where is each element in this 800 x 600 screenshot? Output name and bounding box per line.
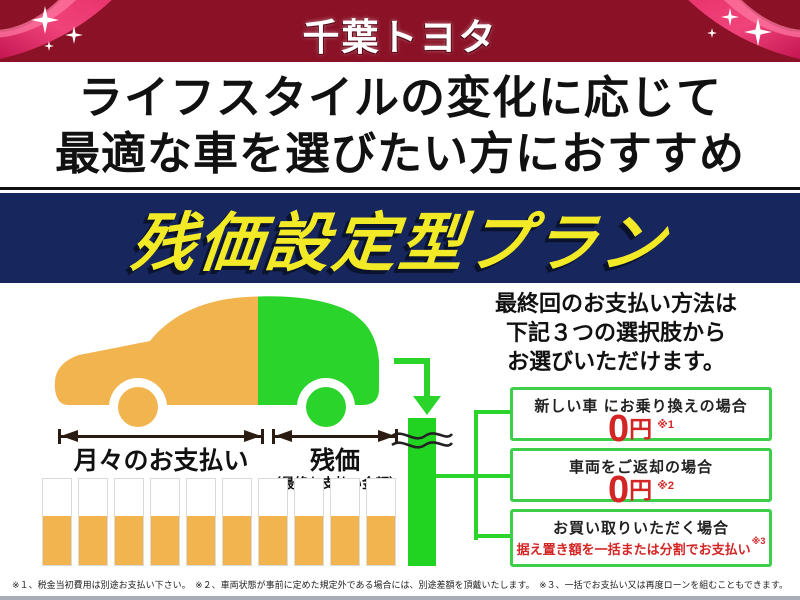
brand-logo: 千葉トヨタ bbox=[302, 17, 498, 58]
footnote-marker: ※2 bbox=[657, 480, 674, 492]
monthly-payment-label: 月々のお支払い bbox=[73, 447, 249, 475]
option-value: 0円 ※1 bbox=[513, 410, 769, 448]
residual-range-arrow bbox=[272, 429, 398, 444]
monthly-bar-fill bbox=[187, 515, 215, 565]
bottom-border bbox=[0, 596, 800, 600]
footnote-marker: ※3 bbox=[751, 536, 766, 546]
plan-title: 残価設定型プラン bbox=[127, 207, 672, 279]
monthly-bar-fill bbox=[295, 515, 323, 565]
monthly-bar bbox=[258, 478, 288, 566]
price-unit: 円 bbox=[629, 477, 653, 503]
arrow-left-icon bbox=[275, 430, 292, 442]
monthly-bar-fill bbox=[223, 515, 251, 565]
divider bbox=[0, 187, 800, 190]
payment-diagram: 月々のお支払い 残価 （最終お支払い金額） 最終回のお支払い方法は 下記３つの選… bbox=[0, 283, 800, 575]
options-intro: 最終回のお支払い方法は 下記３つの選択肢から お選びいただけます。 bbox=[486, 289, 746, 376]
options-intro-line2: 下記３つの選択肢から bbox=[505, 320, 726, 345]
car-illustration bbox=[54, 296, 379, 427]
option-buyout-detail: 据え置き額を一括または分割でお支払い※3 bbox=[513, 536, 769, 558]
break-mark-icon bbox=[391, 432, 454, 449]
option-label: 車両をご返却の場合 bbox=[568, 459, 713, 476]
option-box-trade-in: 新しい車 にお乗り換えの場合 0円 ※1 bbox=[510, 387, 772, 448]
monthly-bar bbox=[42, 478, 72, 566]
green-connector-line bbox=[424, 358, 430, 398]
price-unit: 円 bbox=[629, 416, 653, 442]
arrow-left-icon bbox=[61, 430, 78, 442]
top-banner: 千葉トヨタ bbox=[0, 0, 800, 62]
arrow-right-icon bbox=[244, 430, 261, 442]
buyout-text: 据え置き額を一括または分割でお支払い bbox=[516, 542, 751, 557]
monthly-bar bbox=[186, 478, 216, 566]
option-label: お買い取りいただく場合 bbox=[552, 520, 729, 537]
monthly-bar-fill bbox=[331, 515, 359, 565]
green-connector-line bbox=[394, 358, 430, 364]
option-value: 0円 ※2 bbox=[513, 471, 769, 509]
monthly-bar bbox=[294, 478, 324, 566]
green-connector-line bbox=[474, 410, 512, 414]
monthly-bar bbox=[330, 478, 360, 566]
monthly-bar-fill bbox=[43, 515, 71, 565]
green-arrow-down-icon bbox=[413, 396, 441, 415]
headline-line2: 最適な車を選びたい方におすすめ bbox=[54, 128, 745, 179]
price-zero: 0 bbox=[608, 469, 630, 511]
headline-line1: ライフスタイルの変化に応じて bbox=[77, 72, 722, 123]
green-connector-line bbox=[436, 474, 512, 478]
footnote-marker: ※1 bbox=[657, 419, 674, 431]
options-intro-line1: 最終回のお支払い方法は bbox=[494, 291, 737, 316]
sparkle-icon bbox=[707, 8, 772, 46]
options-intro-line3: お選びいただけます。 bbox=[507, 349, 725, 374]
green-connector-line bbox=[474, 534, 512, 538]
arrow-right-icon bbox=[378, 430, 395, 442]
option-label: 新しい車 にお乗り換えの場合 bbox=[534, 398, 748, 415]
price-zero: 0 bbox=[608, 408, 630, 450]
headline: ライフスタイルの変化に応じて 最適な車を選びたい方におすすめ bbox=[0, 62, 800, 187]
monthly-bar bbox=[150, 478, 180, 566]
plan-banner: 残価設定型プラン bbox=[0, 193, 800, 283]
monthly-bar-fill bbox=[151, 515, 179, 565]
monthly-range-arrow bbox=[58, 429, 264, 444]
monthly-bar bbox=[366, 478, 396, 566]
residual-label: 残価 bbox=[309, 447, 360, 475]
option-box-return: 車両をご返却の場合 0円 ※2 bbox=[510, 448, 772, 509]
monthly-bars bbox=[42, 478, 396, 566]
ribbon-sparkle-left-icon bbox=[0, 0, 112, 59]
footnotes: ※１、税金当初費用は別途お支払い下さい。 ※２、車両状態が事前に定めた規定外であ… bbox=[12, 580, 788, 590]
option-box-buyout: お買い取りいただく場合 据え置き額を一括または分割でお支払い※3 bbox=[510, 509, 772, 567]
monthly-bar bbox=[78, 478, 108, 566]
monthly-bar-fill bbox=[79, 515, 107, 565]
ribbon-sparkle-right-icon bbox=[688, 0, 800, 59]
monthly-bar-fill bbox=[115, 515, 143, 565]
monthly-bar bbox=[114, 478, 144, 566]
monthly-bar-fill bbox=[367, 515, 395, 565]
sparkle-icon bbox=[31, 6, 83, 51]
monthly-bar-fill bbox=[259, 515, 287, 565]
monthly-bar bbox=[222, 478, 252, 566]
